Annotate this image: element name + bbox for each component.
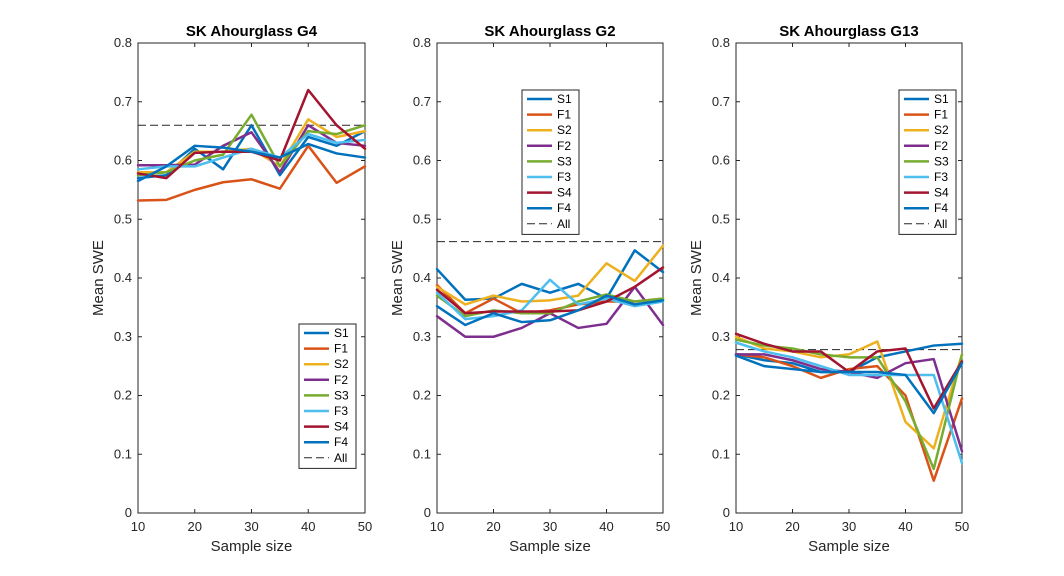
y-tick-label: 0.3 xyxy=(413,329,431,344)
series-line-f3 xyxy=(734,341,964,465)
series-line-f4 xyxy=(734,354,964,415)
legend-label: S3 xyxy=(557,154,572,168)
chart-title: SK Ahourglass G13 xyxy=(779,23,918,40)
legend-label: S1 xyxy=(334,326,349,340)
y-tick-label: 0.7 xyxy=(114,94,132,109)
y-tick-label: 0.3 xyxy=(712,329,730,344)
y-axis-label: Mean SWE xyxy=(90,240,107,316)
x-tick-label: 20 xyxy=(785,519,799,534)
legend-label: F3 xyxy=(557,170,571,184)
x-tick-label: 50 xyxy=(358,519,372,534)
legend-label-reference: All xyxy=(334,451,347,465)
y-axis-label: Mean SWE xyxy=(389,240,406,316)
series-line-f1 xyxy=(734,353,964,482)
y-tick-label: 0.2 xyxy=(114,388,132,403)
x-tick-label: 40 xyxy=(898,519,912,534)
series-line-s2 xyxy=(734,335,964,450)
series-line-s2 xyxy=(435,244,665,306)
y-tick-label: 0.1 xyxy=(114,446,132,461)
x-tick-label: 40 xyxy=(301,519,315,534)
legend-label: F3 xyxy=(334,404,348,418)
y-tick-label: 0 xyxy=(723,505,730,520)
legend-label: F1 xyxy=(334,342,348,356)
y-tick-label: 0.6 xyxy=(114,153,132,168)
series-line-s4 xyxy=(435,266,665,315)
y-tick-label: 0.2 xyxy=(712,388,730,403)
legend-label: S3 xyxy=(334,388,349,402)
series-line-f2 xyxy=(136,124,367,174)
chart-title: SK Ahourglass G2 xyxy=(484,23,615,40)
chart-panel-1: 0 0.1 0.2 0.3 0.4 0.5 0.6 0.7 0.8 10 20 30 40 50 SK Ah… xyxy=(90,23,372,555)
y-tick-label: 0.6 xyxy=(712,153,730,168)
legend-label: S1 xyxy=(934,92,949,106)
series-line-f4 xyxy=(136,142,367,183)
y-tick-label: 0.8 xyxy=(712,35,730,50)
y-tick-label: 0.1 xyxy=(413,446,431,461)
legend-label: S4 xyxy=(557,186,572,200)
series-line-f4 xyxy=(435,294,665,327)
x-tick-label: 50 xyxy=(955,519,969,534)
x-tick-label: 20 xyxy=(188,519,202,534)
y-tick-label: 0.5 xyxy=(114,211,132,226)
x-tick-label: 20 xyxy=(486,519,500,534)
y-tick-label: 0.7 xyxy=(712,94,730,109)
y-tick-label: 0.4 xyxy=(114,270,132,285)
legend-label: F4 xyxy=(557,201,571,215)
legend-label: F4 xyxy=(334,435,348,449)
legend-label-reference: All xyxy=(557,217,570,231)
x-axis-label: Sample size xyxy=(808,538,890,555)
legend-label: S4 xyxy=(334,420,349,434)
legend-label-reference: All xyxy=(934,217,947,231)
legend-label: S4 xyxy=(934,186,949,200)
chart-panel-3: 0 0.1 0.2 0.3 0.4 0.5 0.6 0.7 0.8 10 20 30 40 50 SK Ah… xyxy=(688,23,969,555)
x-tick-label: 10 xyxy=(430,519,444,534)
series-line-s3 xyxy=(435,293,665,318)
legend-label: F1 xyxy=(934,108,948,122)
series-line-f3 xyxy=(136,132,367,171)
y-tick-label: 0.5 xyxy=(413,211,431,226)
y-tick-label: 0.4 xyxy=(712,270,730,285)
legend-label: S3 xyxy=(934,154,949,168)
y-tick-label: 0.8 xyxy=(413,35,431,50)
x-tick-label: 10 xyxy=(131,519,145,534)
x-tick-label: 40 xyxy=(599,519,613,534)
chart-panel-2: 0 0.1 0.2 0.3 0.4 0.5 0.6 0.7 0.8 10 20 30 40 50 SK Ah… xyxy=(389,23,670,555)
y-tick-label: 0 xyxy=(125,505,132,520)
y-tick-label: 0.7 xyxy=(413,94,431,109)
legend-label: S2 xyxy=(334,357,349,371)
x-tick-label: 30 xyxy=(543,519,557,534)
y-tick-label: 0.1 xyxy=(712,446,730,461)
y-tick-label: 0.3 xyxy=(114,329,132,344)
legend-label: F1 xyxy=(557,108,571,122)
chart-title: SK Ahourglass G4 xyxy=(186,23,318,40)
y-tick-label: 0.8 xyxy=(114,35,132,50)
x-tick-label: 50 xyxy=(656,519,670,534)
legend-label: S2 xyxy=(557,123,572,137)
y-tick-label: 0 xyxy=(424,505,431,520)
legend-label: S1 xyxy=(557,92,572,106)
series-line-f3 xyxy=(435,278,665,321)
legend-label: F2 xyxy=(557,139,571,153)
y-tick-label: 0.6 xyxy=(413,153,431,168)
legend-label: F2 xyxy=(934,139,948,153)
series-line-f1 xyxy=(136,144,367,202)
y-tick-label: 0.4 xyxy=(413,270,431,285)
series-line-s1 xyxy=(435,249,665,301)
x-axis-label: Sample size xyxy=(211,538,293,555)
legend-label: F2 xyxy=(334,373,348,387)
legend-label: F3 xyxy=(934,170,948,184)
y-axis-label: Mean SWE xyxy=(688,240,705,316)
y-tick-label: 0.2 xyxy=(413,388,431,403)
y-tick-label: 0.5 xyxy=(712,211,730,226)
x-tick-label: 30 xyxy=(842,519,856,534)
x-axis-label: Sample size xyxy=(509,538,591,555)
x-tick-label: 30 xyxy=(244,519,258,534)
legend-label: F4 xyxy=(934,201,948,215)
legend-label: S2 xyxy=(934,123,949,137)
x-tick-label: 10 xyxy=(729,519,743,534)
